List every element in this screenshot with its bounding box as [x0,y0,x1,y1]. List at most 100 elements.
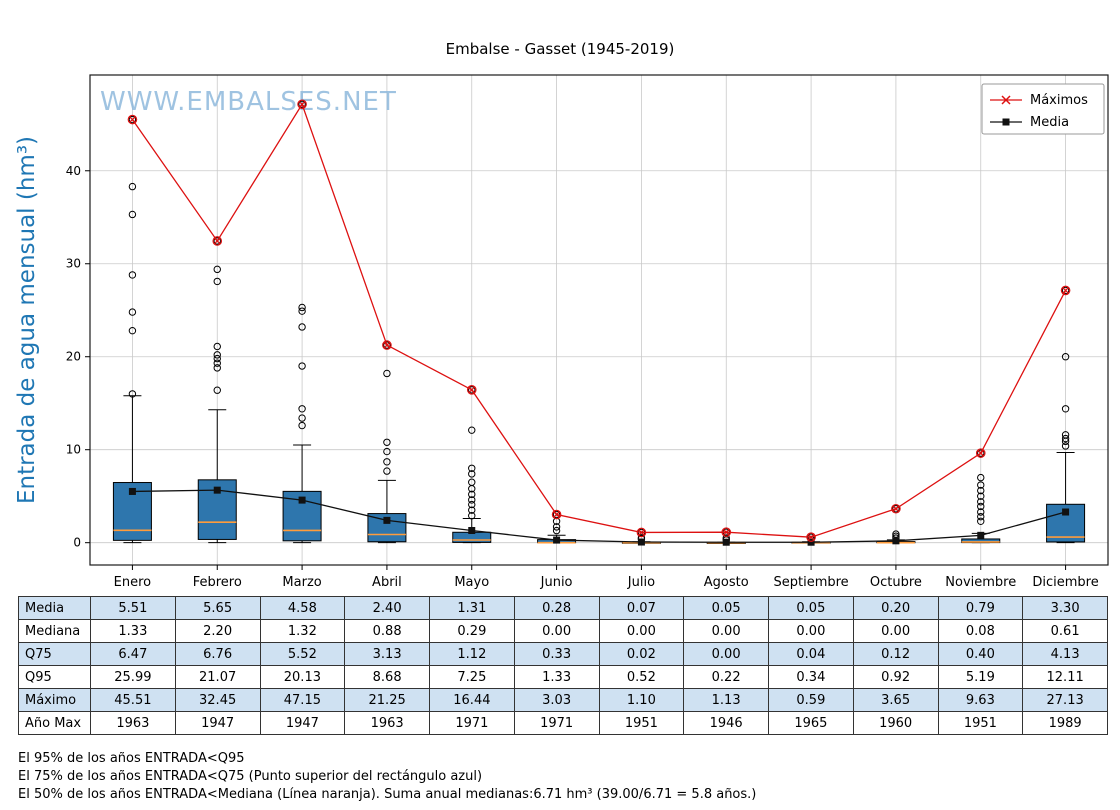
outlier-point [468,485,476,493]
media-marker [128,487,136,495]
table-cell: 1971 [513,711,600,735]
outlier-point [1061,405,1070,413]
table-cell: 0.59 [768,688,854,712]
table-cell: 0.08 [937,619,1024,643]
outlier-point [468,500,476,509]
footnote-q95: El 95% de los años ENTRADA<Q95 [18,751,245,766]
table-cell: 12.11 [1022,665,1108,689]
row-label: Año Max [18,711,91,735]
table-cell: 21.07 [174,665,261,689]
table-cell: 0.07 [598,596,685,620]
maximos-marker [1060,285,1071,296]
media-marker [553,536,561,544]
outlier-point [468,470,476,478]
series-media [128,486,1070,546]
y-tick-label: 0 [73,536,81,550]
table-row-año-max: Año Max 1963 1947 1947 1963 1971 1971 1951 1946 1… [18,711,1108,735]
media-marker [892,537,900,545]
table-cell: 27.13 [1022,688,1108,712]
maximos-marker [891,503,901,514]
outlier-point [213,277,221,286]
y-tick-label: 20 [66,350,81,364]
row-label: Mediana [18,619,91,643]
table-cell: 0.05 [683,596,769,620]
outlier-point [213,342,221,351]
media-marker [977,531,985,539]
outlier-point [383,341,391,349]
maximos-marker [127,114,138,125]
chart-title: Embalse - Gasset (1945-2019) [445,40,675,58]
table-cell: 4.58 [259,596,346,620]
table-cell: 0.00 [683,642,769,666]
table-cell: 3.13 [344,642,430,666]
outlier-point [298,307,306,315]
table-cell: 7.25 [429,665,515,689]
month-label-septiembre: Septiembre [773,575,848,590]
outlier-point [128,390,137,398]
table-cell: 0.20 [852,596,939,620]
maximos-marker [466,385,477,395]
outlier-point [468,490,476,499]
outlier-point [128,210,137,219]
table-cell: 1947 [259,711,346,735]
table-cell: 1989 [1022,711,1108,735]
square-marker-icon [1002,118,1010,126]
month-label-marzo: Marzo [282,575,321,590]
table-cell: 1960 [852,711,939,735]
outlier-point [552,523,561,531]
table-cell: 25.99 [90,665,176,689]
table-cell: 32.45 [174,688,261,712]
month-label-junio: Junio [540,575,573,590]
month-label-enero: Enero [114,575,152,590]
media-marker [722,538,730,546]
outlier-point [977,517,985,525]
table-cell: 45.51 [90,688,176,712]
row-label: Q95 [18,665,91,689]
table-cell: 6.76 [174,642,261,666]
table-cell: 6.47 [90,642,176,666]
table-cell: 1951 [937,711,1024,735]
table-cell: 0.79 [937,596,1024,620]
media-marker [298,496,306,504]
table-cell: 1963 [344,711,430,735]
table-cell: 0.34 [768,665,854,689]
outlier-point [552,517,561,525]
outlier-point [977,502,985,511]
outlier-point [213,265,221,274]
outlier-point [977,508,985,516]
outlier-point [977,498,985,506]
table-row-mediana: Mediana 1.33 2.20 1.32 0.88 0.29 0.00 0.00 0.00 0… [18,619,1108,643]
table-cell: 0.04 [768,642,854,666]
outlier-point [383,438,391,446]
table-cell: 0.00 [768,619,854,643]
table-cell: 0.52 [598,665,685,689]
table-cell: 1.32 [259,619,346,643]
outlier-point [213,359,221,367]
table-cell: 1.13 [683,688,769,712]
table-cell: 0.02 [598,642,685,666]
outlier-point [977,481,985,489]
table-cell: 0.00 [598,619,685,643]
table-cell: 0.28 [513,596,600,620]
outlier-point [298,405,306,413]
table-cell: 4.13 [1022,642,1108,666]
outlier-point [213,237,221,245]
outlier-point [213,364,221,372]
box [197,479,237,540]
row-label: Máximo [18,688,91,712]
outlier-point [298,323,306,331]
table-cell: 0.12 [852,642,939,666]
outlier-point [977,486,985,495]
table-cell: 9.63 [937,688,1024,712]
media-marker [383,516,391,524]
media-marker [637,538,645,546]
table-cell: 3.65 [852,688,939,712]
outlier-point [1061,442,1070,450]
footnote-mediana: El 50% de los años ENTRADA<Mediana (Líne… [18,787,757,802]
table-cell: 1.31 [429,596,515,620]
y-axis-label: Entrada de agua mensual (hm³) [14,136,40,504]
outlier-point [1061,434,1070,443]
table-cell: 1965 [768,711,854,735]
table-cell: 8.68 [344,665,430,689]
table-cell: 1951 [598,711,685,735]
